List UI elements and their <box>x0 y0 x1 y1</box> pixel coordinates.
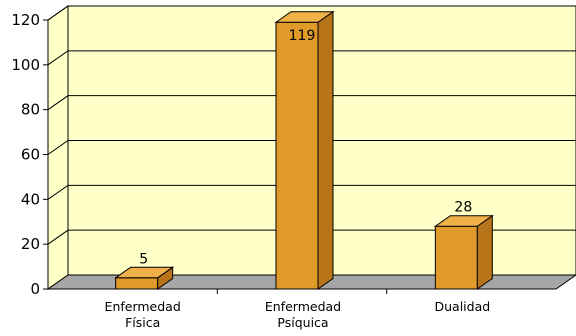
y-tick-label: 60 <box>21 146 40 164</box>
gridline <box>47 229 576 245</box>
bar-front <box>115 277 159 290</box>
bar-top <box>274 11 335 23</box>
gridline <box>47 5 576 21</box>
x-category-label: Enfermedad Psíquica <box>265 299 341 330</box>
gridlines <box>47 5 576 245</box>
x-category-label: Enfermedad Física <box>105 299 181 330</box>
bar <box>274 10 335 290</box>
y-axis-tick-labels: 0 20 40 60 80 100 120 <box>11 11 40 298</box>
bar-front <box>275 21 319 290</box>
data-labels: 5 119 28 <box>139 28 472 267</box>
bar <box>114 266 175 290</box>
gridline <box>47 50 576 66</box>
x-category-label-line: Psíquica <box>277 315 328 330</box>
gridline <box>47 95 576 111</box>
y-tick-label: 40 <box>21 190 40 208</box>
gridline <box>47 184 576 200</box>
y-tick-label: 80 <box>21 101 40 119</box>
bar-top <box>114 266 175 279</box>
x-category-label-line: Física <box>125 315 160 330</box>
y-tick-label: 120 <box>11 11 40 29</box>
gridline <box>47 140 576 155</box>
bar-top <box>433 215 494 227</box>
y-tick-label: 100 <box>11 56 40 74</box>
data-label: 28 <box>454 200 472 216</box>
data-label: 119 <box>289 28 316 44</box>
x-category-label-line: Dualidad <box>434 299 490 314</box>
x-category-label: Dualidad <box>434 299 490 314</box>
bar <box>433 214 494 290</box>
bars <box>114 10 494 290</box>
bar-front <box>434 225 478 290</box>
y-tick-label: 0 <box>30 280 40 298</box>
bar-side <box>317 10 334 290</box>
data-label: 5 <box>139 251 148 267</box>
x-category-label-line: Enfermedad <box>105 299 181 314</box>
x-category-label-line: Enfermedad <box>265 299 341 314</box>
bar-side <box>476 214 493 290</box>
y-tick-label: 20 <box>21 235 40 253</box>
